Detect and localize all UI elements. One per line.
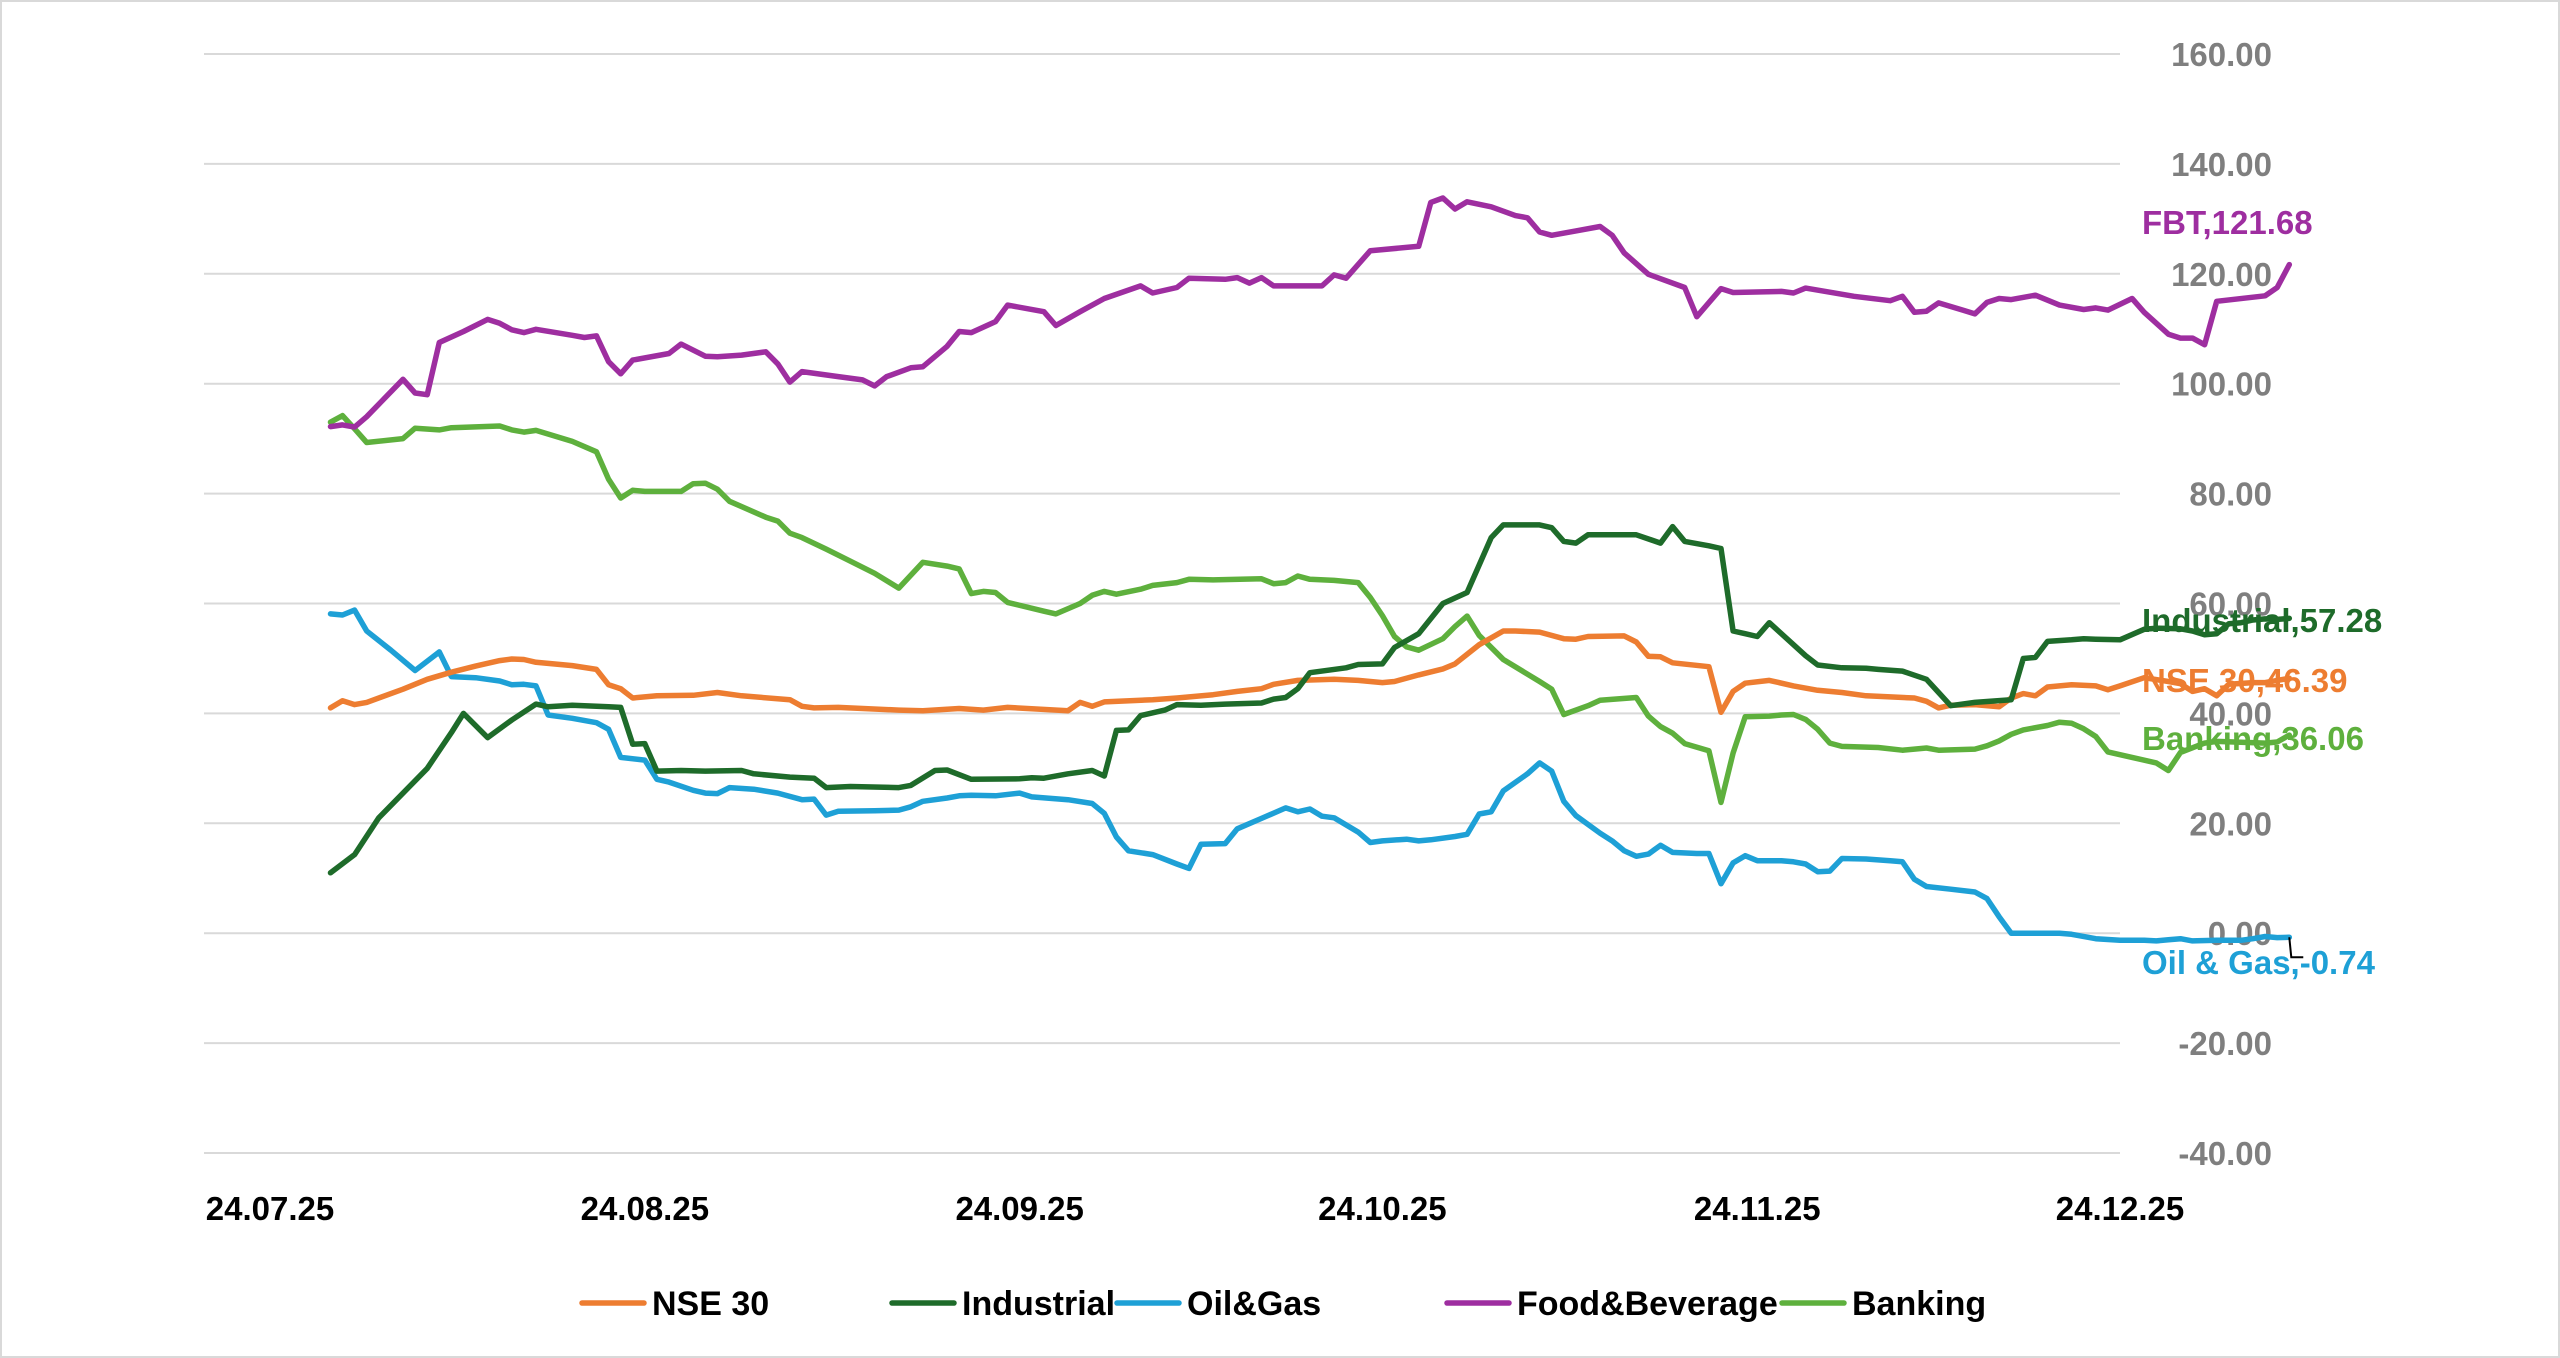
x-tick-label: 24.11.25 <box>1694 1190 1821 1227</box>
series-end-labels: NSE 30,46.39 Industrial,57.28 Oil & Gas,-0… <box>2142 204 2382 981</box>
end-label-nse-30: NSE 30,46.39 <box>2142 662 2347 699</box>
y-tick-label: 140.00 <box>2171 146 2272 183</box>
gridlines <box>204 53 2120 1154</box>
series-line-food-beverage <box>327 195 2293 430</box>
x-tick-label: 24.09.25 <box>955 1190 1083 1227</box>
series-line-industrial <box>327 522 2293 876</box>
legend-label-industrial: Industrial <box>962 1285 1115 1323</box>
series-line-nse-30 <box>327 628 2293 716</box>
oil-gas-leader-line <box>2288 937 2304 959</box>
legend-label-oil-gas: Oil&Gas <box>1187 1285 1321 1323</box>
end-label-banking: Banking,36.06 <box>2142 720 2364 757</box>
x-tick-label: 24.10.25 <box>1318 1190 1446 1227</box>
y-tick-label: 0.00 <box>2208 915 2272 952</box>
y-tick-label: 80.00 <box>2189 476 2272 513</box>
y-axis-tick-labels: -40.00 -20.00 0.00 20.00 40.00 60.00 80.00 100.… <box>2171 36 2272 1172</box>
y-tick-label: 60.00 <box>2189 586 2272 623</box>
x-tick-label: 24.12.25 <box>2056 1190 2184 1227</box>
series-lines <box>327 195 2293 944</box>
y-tick-label: 20.00 <box>2189 805 2272 842</box>
series-line-banking <box>327 412 2293 806</box>
y-tick-label: -40.00 <box>2178 1135 2272 1172</box>
x-tick-label: 24.07.25 <box>206 1190 334 1227</box>
y-tick-label: 120.00 <box>2171 256 2272 293</box>
legend-label-banking: Banking <box>1852 1285 1986 1323</box>
end-label-industrial: Industrial,57.28 <box>2142 602 2382 639</box>
y-tick-label: -20.00 <box>2178 1025 2272 1062</box>
y-tick-label: 160.00 <box>2171 36 2272 73</box>
series-line-oil-gas <box>327 607 2293 944</box>
end-label-oil-gas: Oil & Gas,-0.74 <box>2142 944 2376 981</box>
legend-label-nse-30: NSE 30 <box>652 1285 769 1323</box>
end-label-food-beverage: FBT,121.68 <box>2142 204 2313 241</box>
y-tick-label: 40.00 <box>2189 695 2272 732</box>
y-tick-label: 100.00 <box>2171 366 2272 403</box>
x-axis-tick-labels: 24.07.25 24.08.25 24.09.25 24.10.25 24.11.25… <box>206 1190 2184 1227</box>
legend-label-food-beverage: Food&Beverage <box>1517 1285 1778 1323</box>
legend: NSE 30 Industrial Oil&Gas Food&Beverage Bank… <box>579 1285 1986 1323</box>
label-leader-lines <box>2288 937 2304 959</box>
x-tick-label: 24.08.25 <box>581 1190 709 1227</box>
